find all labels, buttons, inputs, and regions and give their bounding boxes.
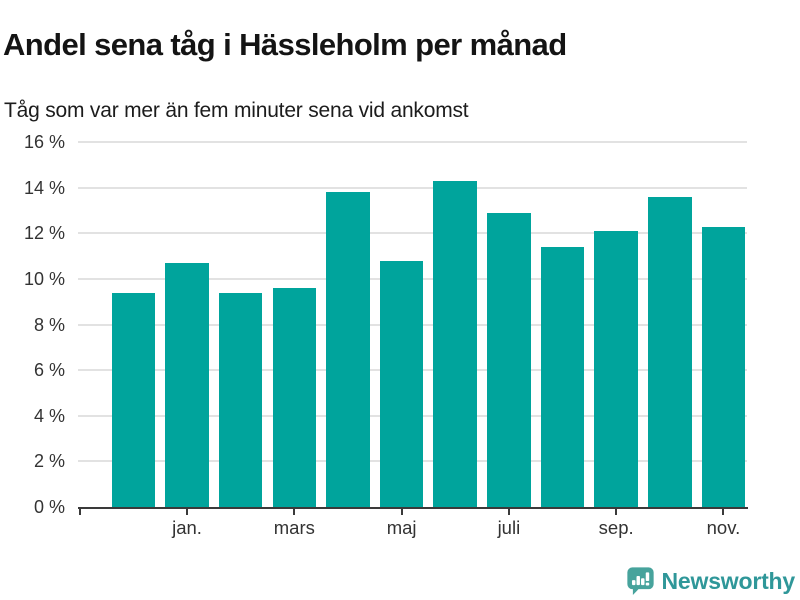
newsworthy-wordmark: Newsworthy <box>661 568 796 594</box>
bar-nov. <box>701 226 746 507</box>
newsworthy-logo[interactable]: Newsworthy <box>626 566 795 596</box>
x-axis-tick <box>507 509 510 515</box>
bar-jan. <box>165 263 209 507</box>
x-axis-tick-label: juli <box>497 517 521 538</box>
y-axis-tick-label: 8 % <box>33 314 65 335</box>
x-axis-tick-label: sep. <box>598 517 634 538</box>
chart-subtitle: Tåg som var mer än fem minuter sena vid … <box>4 99 469 122</box>
bar-dec. <box>111 292 156 507</box>
plot-area: 0 % 2 % 4 % 6 % 8 % 10 % 12 % 14 % 16 % jan. mars m… <box>0 130 800 550</box>
bar-sep. <box>594 231 638 507</box>
x-axis-tick <box>615 509 618 515</box>
y-axis-tick-label: 6 % <box>33 360 65 381</box>
bar-juli <box>487 212 531 507</box>
y-axis-tick-label: 12 % <box>23 223 65 244</box>
y-axis-tick-label: 16 % <box>23 132 65 153</box>
y-axis-tick-label: 0 % <box>33 497 65 517</box>
bar-apr. <box>326 192 370 507</box>
y-axis-tick-label: 10 % <box>23 269 65 289</box>
newsworthy-bubble-chart-icon <box>626 567 654 596</box>
x-axis-tick <box>722 509 725 515</box>
gridline <box>78 186 747 189</box>
x-axis-tick-label: maj <box>386 517 417 538</box>
bar-aug. <box>540 247 585 507</box>
bar-maj <box>379 260 424 507</box>
y-axis-tick-label: 2 % <box>33 451 65 472</box>
gridline <box>78 141 747 144</box>
gridline <box>78 232 747 235</box>
chart-title: Andel sena tåg i Hässleholm per månad <box>3 26 567 62</box>
x-axis-tick-label: nov. <box>706 517 741 538</box>
bar-okt. <box>648 196 692 507</box>
x-axis-tick-label: mars <box>273 517 315 538</box>
y-axis-tick-label: 4 % <box>33 405 65 426</box>
bar-juni <box>433 180 477 507</box>
bar-mars <box>272 288 317 507</box>
x-axis-tick <box>293 509 296 515</box>
x-axis-line <box>78 506 748 509</box>
x-axis-tick <box>186 509 189 515</box>
x-axis-tick <box>79 509 81 515</box>
x-axis-tick <box>400 509 403 515</box>
x-axis-tick-label: jan. <box>172 517 202 538</box>
y-axis-tick-label: 14 % <box>23 177 65 198</box>
bar-feb. <box>218 292 263 507</box>
